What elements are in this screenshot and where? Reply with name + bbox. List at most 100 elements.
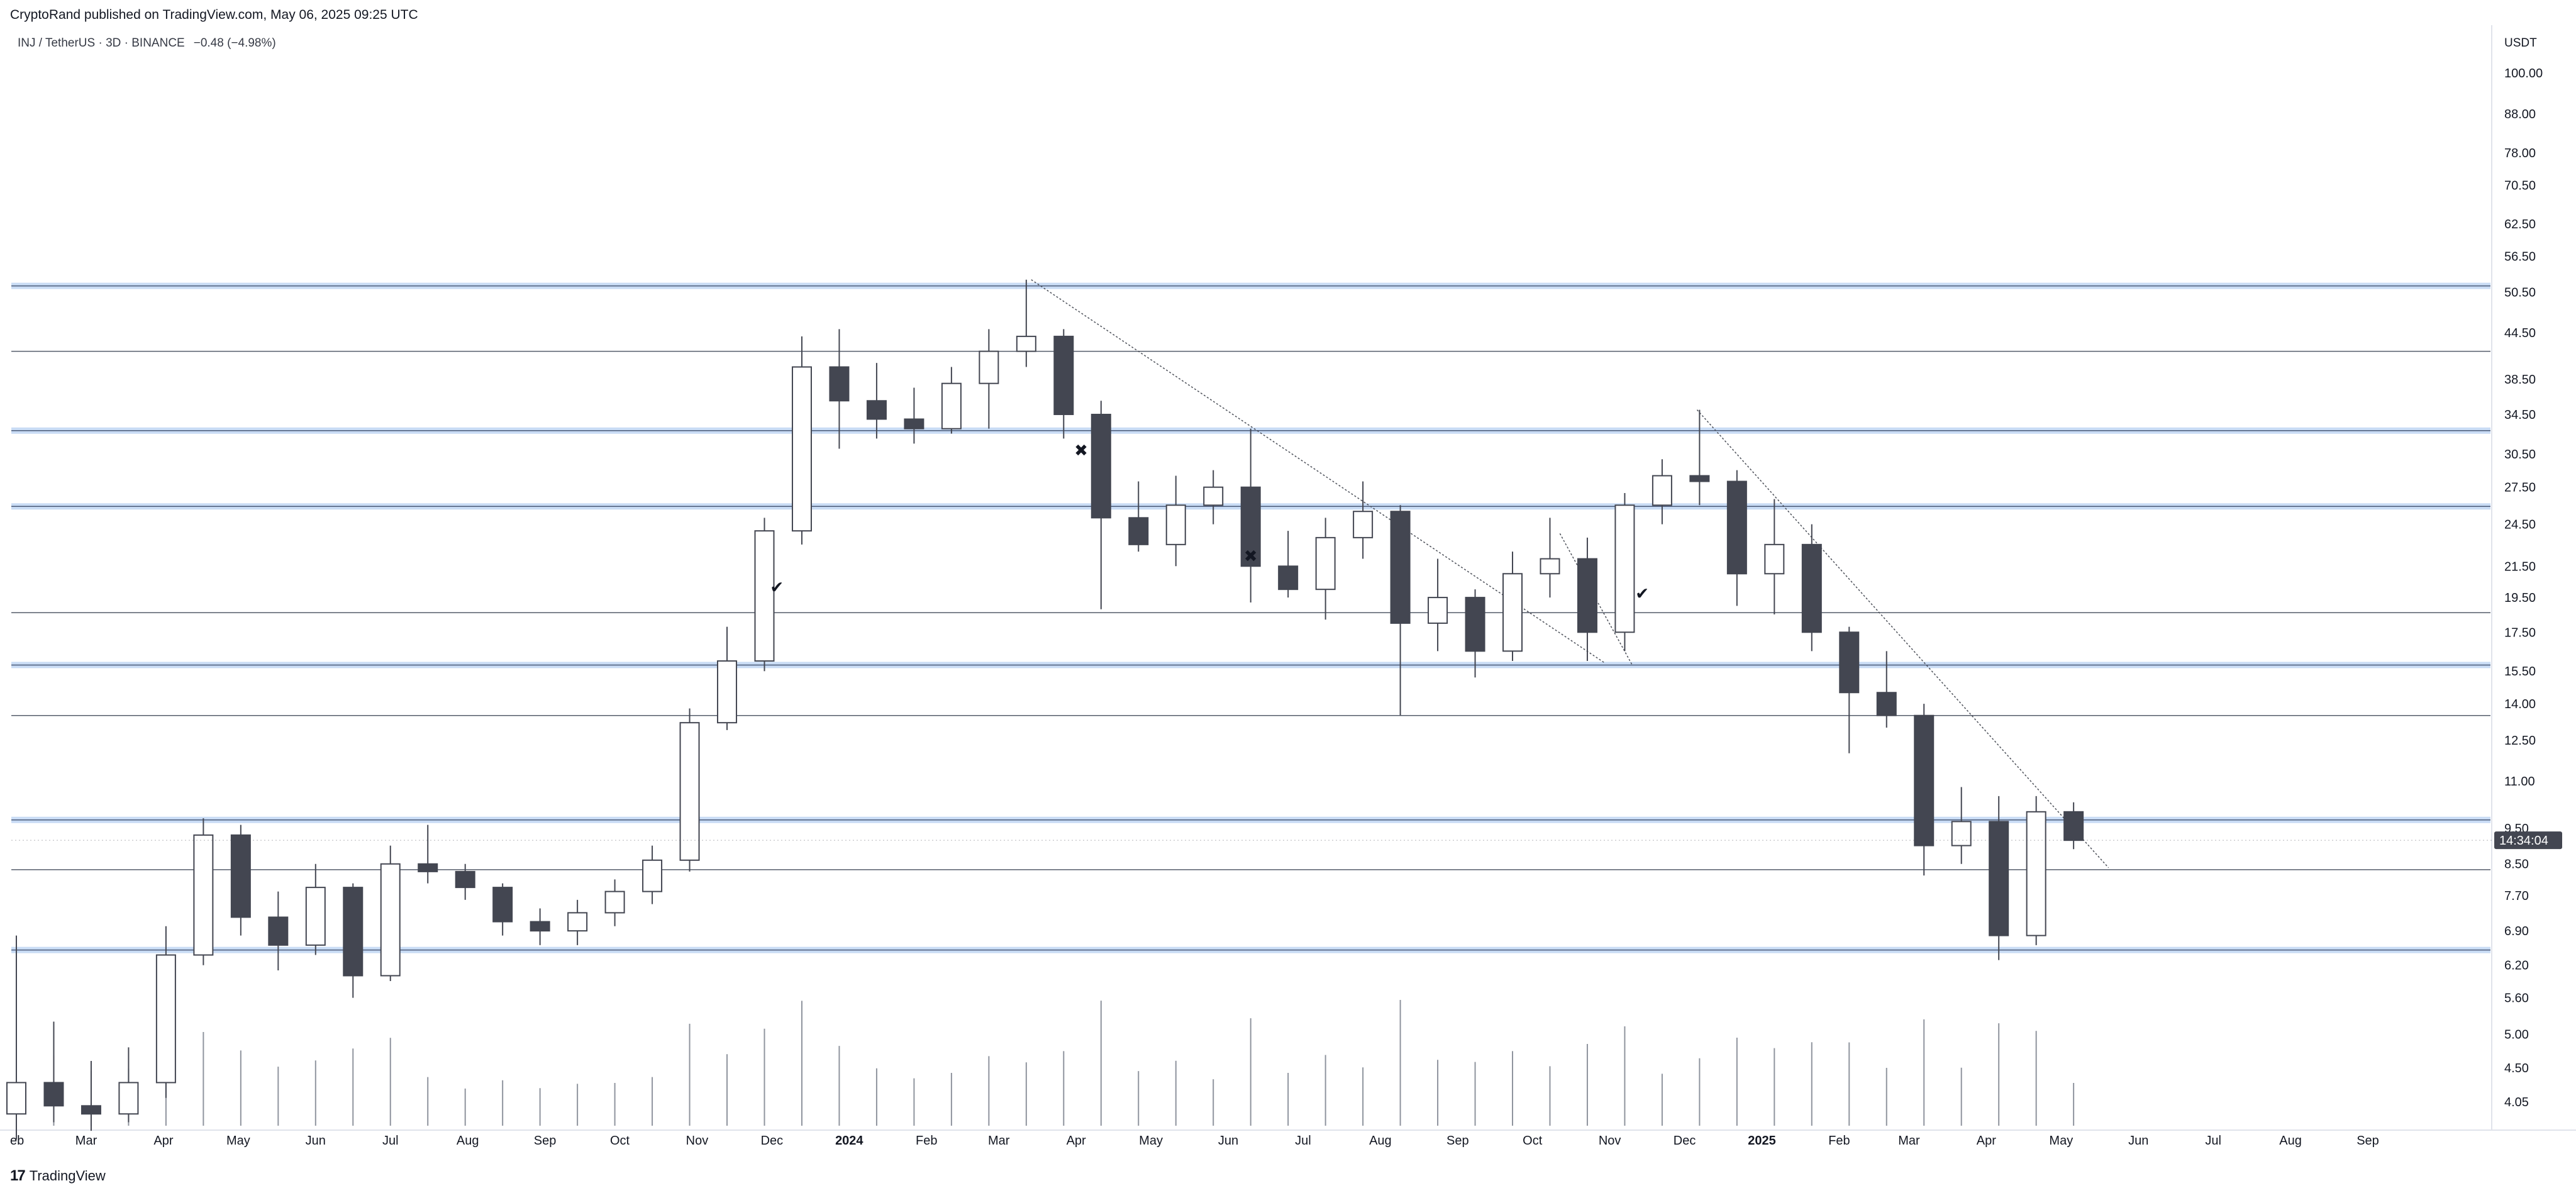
time-tick-label: Apr [1067, 1134, 1086, 1148]
time-tick-label: Jul [382, 1134, 399, 1148]
trendline-2 [1696, 409, 2109, 868]
tradingview-logo-text: TradingView [29, 1168, 106, 1184]
price-tick-label: 38.50 [2504, 373, 2536, 387]
time-tick-label: 2025 [1748, 1134, 1776, 1148]
price-tick-label: 15.50 [2504, 665, 2536, 679]
countdown-label: 14:34:04 [2499, 834, 2548, 848]
publish-info: CryptoRand published on TradingView.com,… [10, 8, 418, 22]
time-tick-label: May [226, 1134, 250, 1148]
time-tick-label: Aug [457, 1134, 479, 1148]
candle-up [6, 1082, 26, 1115]
price-tick-label: 78.00 [2504, 147, 2536, 160]
candle-up [1951, 821, 1972, 846]
candle-up [791, 366, 812, 532]
time-tick-label: Mar [1898, 1134, 1920, 1148]
candle-down [1689, 475, 1710, 482]
price-tick-label: 34.50 [2504, 408, 2536, 422]
candle-down [1053, 335, 1074, 415]
candle-up [1652, 475, 1672, 506]
tradingview-logo: 17 TradingView [10, 1167, 106, 1185]
price-tick-label: 11.00 [2504, 775, 2535, 789]
time-tick-label: Dec [1674, 1134, 1696, 1148]
time-tick-label: Oct [610, 1134, 630, 1148]
price-tick-label: 6.20 [2504, 959, 2529, 973]
candle-up [305, 887, 326, 946]
time-tick-label: Mar [988, 1134, 1010, 1148]
candle-up [604, 891, 625, 914]
price-tick-label: 88.00 [2504, 108, 2536, 121]
trendline-1 [1559, 533, 1633, 665]
countdown-badge [2494, 831, 2562, 850]
time-tick-label: Aug [2279, 1134, 2302, 1148]
time-tick-label: Sep [2357, 1134, 2379, 1148]
time-tick-label: Sep [534, 1134, 557, 1148]
candle-down [1914, 714, 1935, 846]
price-tick-label: 30.50 [2504, 448, 2536, 462]
price-tick-label: 14.00 [2504, 697, 2536, 711]
price-tick-label: 24.50 [2504, 518, 2536, 532]
price-tick-label: 44.50 [2504, 326, 2536, 340]
candle-down [2063, 811, 2084, 841]
time-tick-label: Nov [1599, 1134, 1621, 1148]
candle-down [1390, 511, 1411, 624]
time-tick-label: Oct [1523, 1134, 1543, 1148]
candle-up [979, 350, 999, 384]
symbol-legend[interactable]: INJ / TetherUS · 3D · BINANCE −0.48 (−4.9… [18, 36, 276, 50]
candle-down [418, 863, 438, 872]
price-tick-label: 50.50 [2504, 286, 2536, 300]
price-tick-label: 70.50 [2504, 179, 2536, 192]
time-tick-label: Sep [1446, 1134, 1469, 1148]
tradingview-logo-icon: 17 [10, 1167, 26, 1184]
time-tick-label: May [2049, 1134, 2073, 1148]
candle-up [1315, 536, 1336, 591]
candle-down [492, 887, 513, 923]
candle-up [1428, 597, 1448, 624]
time-tick-label: Aug [1369, 1134, 1392, 1148]
price-tick-label: 4.05 [2504, 1096, 2529, 1109]
time-tick-label: Mar [75, 1134, 97, 1148]
candle-up [941, 382, 962, 430]
candle-up [193, 834, 214, 956]
candle-down [80, 1105, 101, 1115]
price-tick-label: 17.50 [2504, 626, 2536, 640]
price-tick-label: 6.90 [2504, 924, 2529, 938]
candle-up [118, 1082, 139, 1115]
time-tick-label: Feb [1828, 1134, 1850, 1148]
candle-down [829, 366, 850, 402]
time-tick-label: Jun [306, 1134, 326, 1148]
candle-down [1839, 631, 1860, 694]
time-tick-label: 2024 [835, 1134, 863, 1148]
time-tick-label: Apr [153, 1134, 173, 1148]
candle-down [904, 418, 924, 430]
price-tick-label: 27.50 [2504, 481, 2536, 495]
checkmark-marker-0: ✔ [770, 578, 784, 597]
candle-up [1353, 511, 1374, 538]
candle-down [230, 834, 251, 918]
price-tick-label: 62.50 [2504, 218, 2536, 231]
price-tick-label: 5.60 [2504, 992, 2529, 1006]
candle-up [679, 722, 700, 861]
time-tick-label: eb [10, 1134, 24, 1148]
candle-up [1614, 504, 1635, 633]
candle-up [1016, 335, 1036, 352]
candle-down [268, 916, 289, 946]
candle-down [866, 400, 887, 420]
candle-down [455, 870, 475, 889]
time-tick-label: Jul [2205, 1134, 2221, 1148]
price-axis-currency[interactable]: USDT [2504, 36, 2537, 50]
candle-up [1540, 558, 1560, 575]
price-tick-label: 5.00 [2504, 1028, 2529, 1041]
time-tick-label: Nov [686, 1134, 709, 1148]
symbol-pair-label: INJ / TetherUS · 3D · BINANCE [18, 36, 185, 50]
price-tick-label: 8.50 [2504, 858, 2529, 872]
candle-down [343, 887, 364, 977]
candle-up [380, 863, 401, 977]
candle-down [1091, 413, 1111, 519]
candle-up [1764, 543, 1785, 575]
candle-up [642, 859, 663, 892]
candle-up [567, 912, 588, 932]
time-tick-label: May [1139, 1134, 1163, 1148]
candle-down [43, 1082, 64, 1107]
